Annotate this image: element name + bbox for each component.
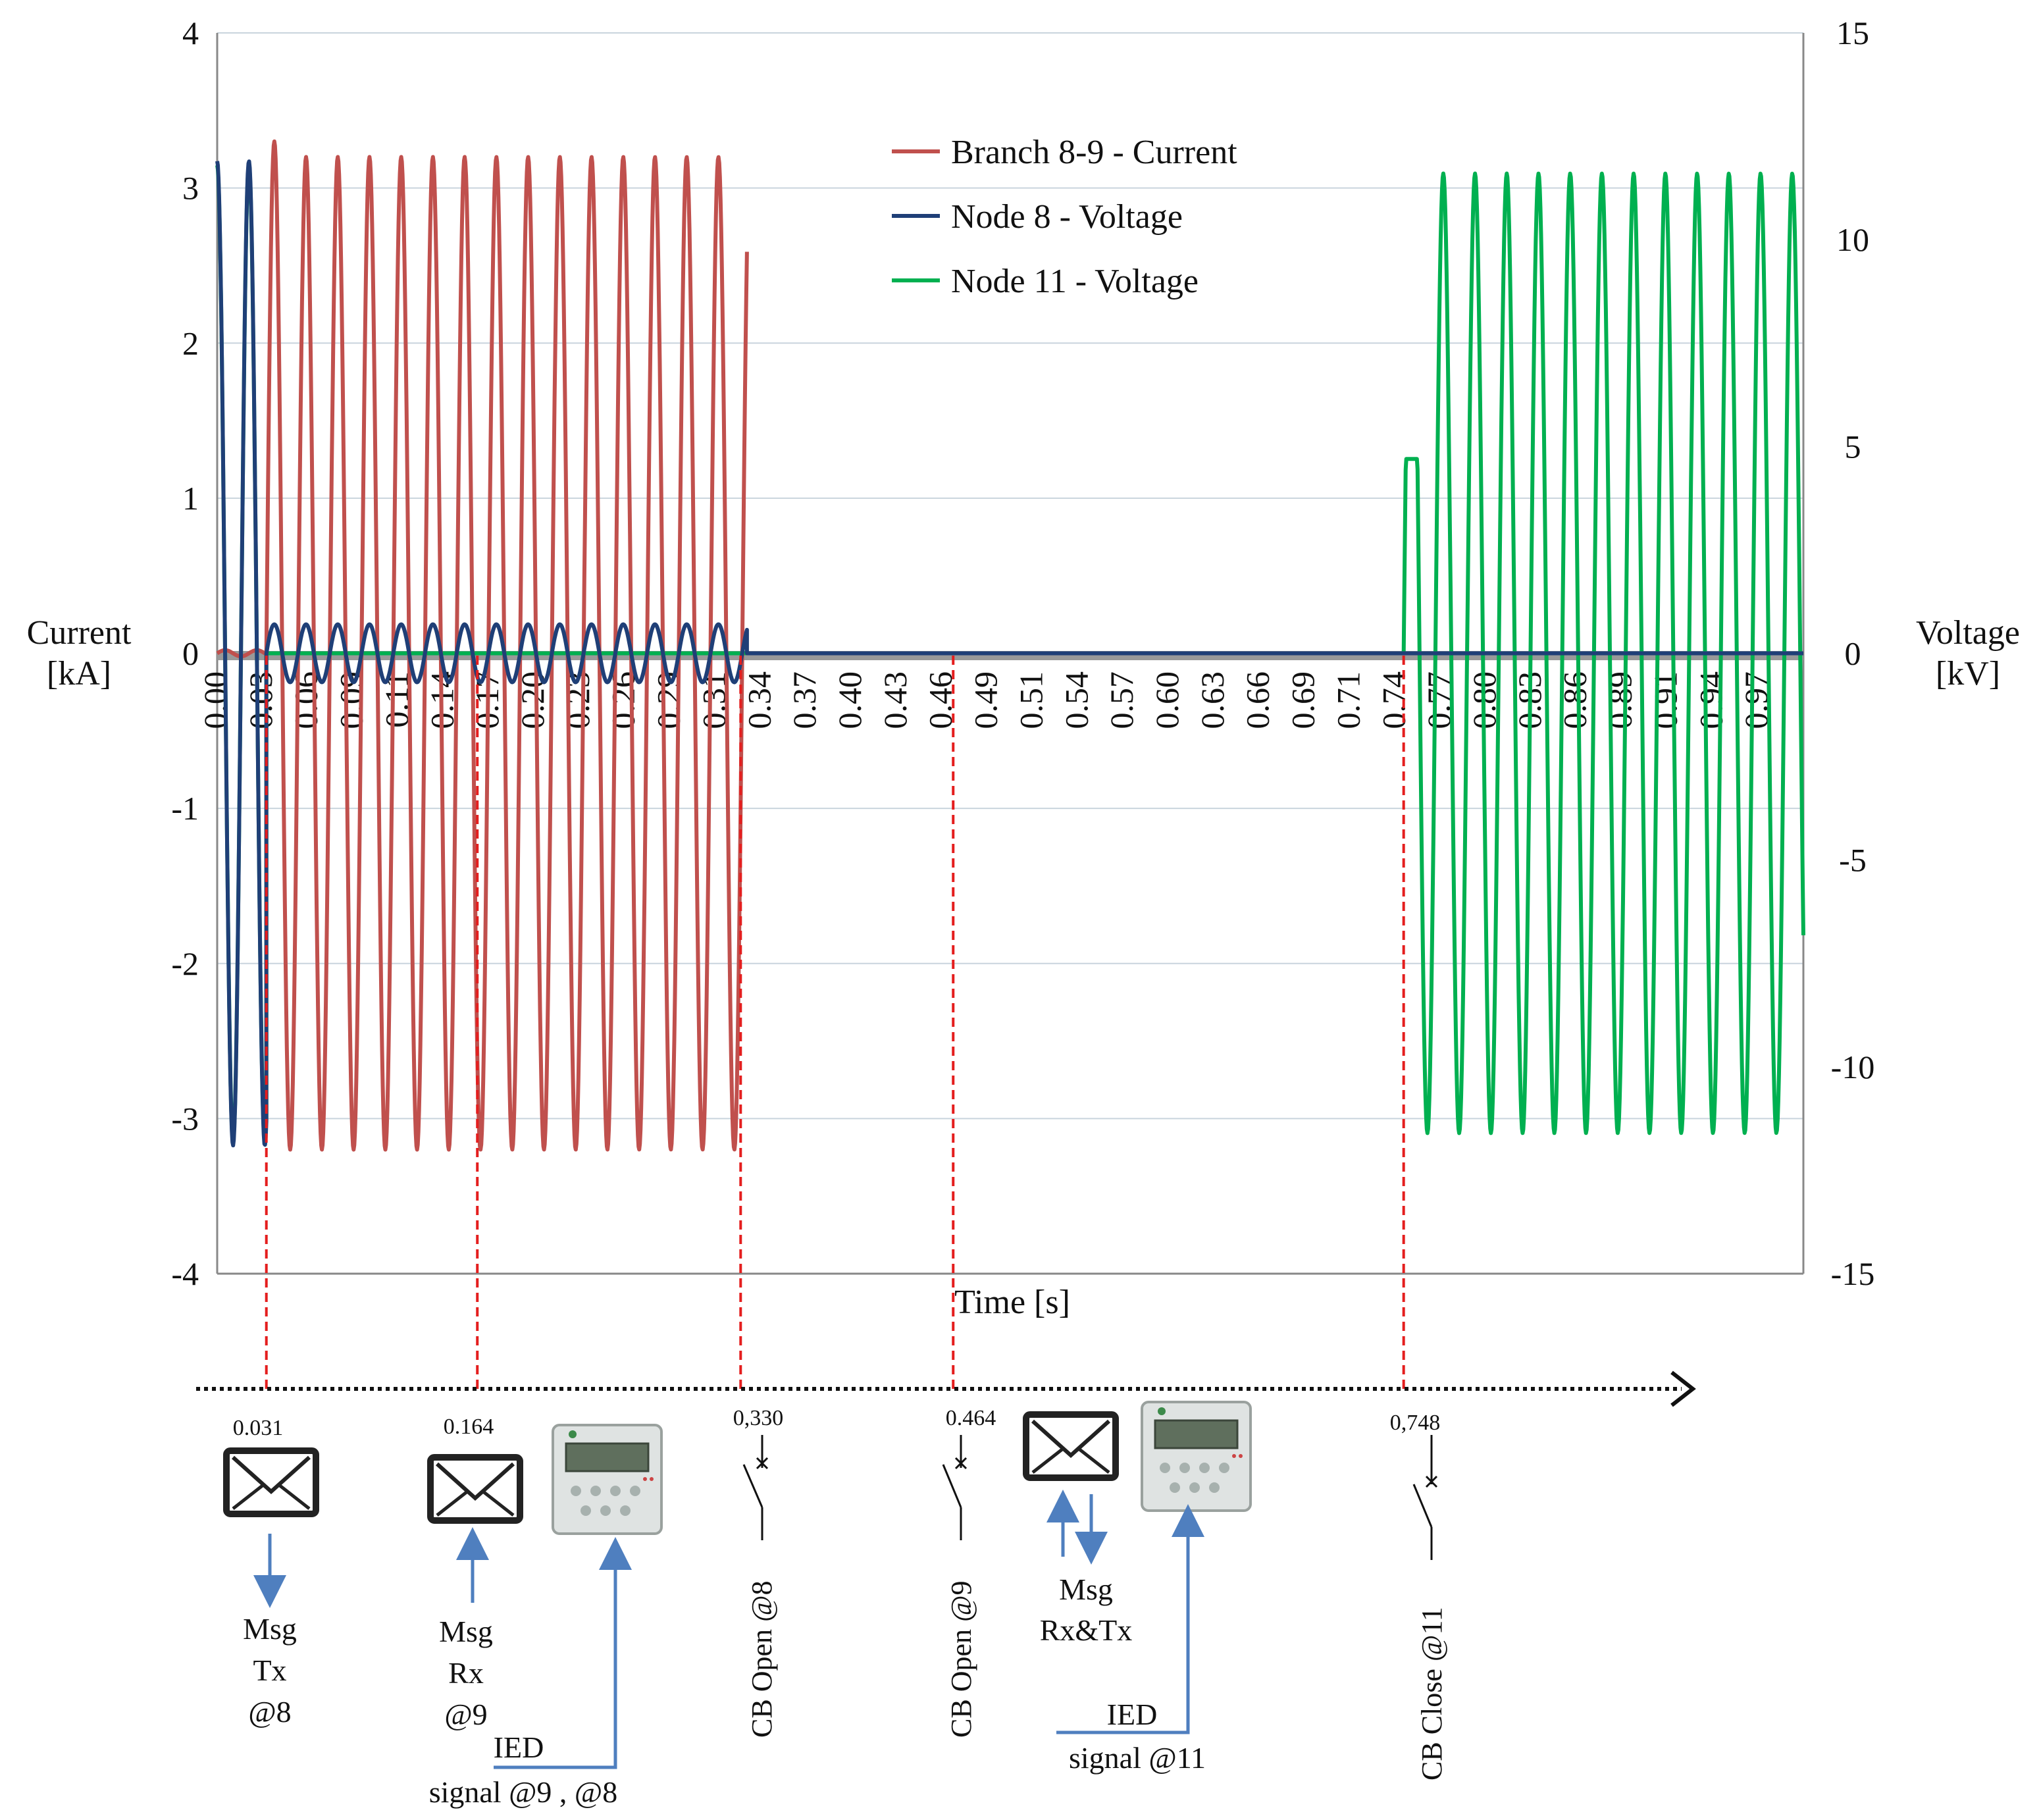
x-tick-labels: 0.00 0.03 0.06 0.09 0.11 0.14 0.17 0.20 0.23 0.26… — [197, 671, 1774, 729]
right-axis-title-line2: [kV] — [1936, 655, 2000, 692]
x-tick-label: 0.40 — [831, 671, 868, 729]
right-tick-label: -5 — [1839, 842, 1867, 879]
legend: Branch 8-9 - Current Node 8 - Voltage No… — [892, 134, 1237, 300]
msg-rx-label-3: @9 — [444, 1698, 487, 1731]
cb-open-9-label: CB Open @9 — [945, 1580, 977, 1738]
x-tick-label: 0.37 — [786, 671, 823, 729]
envelope-icon — [1023, 1411, 1119, 1481]
left-tick-label: 0 — [182, 635, 199, 672]
circuit-breaker-icon — [742, 1435, 769, 1540]
ied-signal-label-1: IED — [494, 1730, 544, 1764]
x-tick-label: 0.34 — [740, 671, 777, 729]
timeline-arrow — [196, 1370, 1696, 1407]
left-tick-label: -3 — [171, 1100, 199, 1137]
left-tick-labels: 4 3 2 1 0 -1 -2 -3 -4 — [171, 14, 199, 1292]
legend-label-node8: Node 8 - Voltage — [951, 198, 1183, 236]
series-node-8-voltage — [215, 159, 1805, 1148]
left-tick-label: -4 — [171, 1255, 199, 1292]
msg-rx-label-2: Rx — [448, 1656, 484, 1690]
legend-label-node11: Node 11 - Voltage — [951, 263, 1199, 300]
x-tick-label: 0.69 — [1285, 671, 1322, 729]
msg-tx-label-2: Tx — [253, 1653, 286, 1687]
right-tick-label: 5 — [1845, 428, 1861, 465]
x-tick-label: 0.74 — [1375, 671, 1412, 729]
timeline-arrowhead-icon — [1670, 1370, 1696, 1407]
circuit-breaker-icon — [1412, 1435, 1438, 1560]
left-tick-label: 3 — [182, 170, 199, 207]
left-tick-label: 4 — [182, 14, 199, 51]
cb-close-11-label: CB Close @11 — [1416, 1607, 1448, 1781]
event-time-3: 0,330 — [733, 1406, 784, 1430]
right-tick-label: -15 — [1831, 1255, 1875, 1292]
right-tick-label: 15 — [1836, 14, 1869, 51]
envelope-icon — [427, 1454, 523, 1524]
x-tick-label: 0.49 — [968, 671, 1004, 729]
circuit-breaker-icon — [942, 1435, 968, 1540]
msg-rxtx-label-2: Rx&Tx — [1040, 1613, 1133, 1647]
ied-signal-label-2: signal @9 , @8 — [429, 1775, 618, 1809]
event-time-5: 0,748 — [1390, 1411, 1441, 1435]
cb-open-8-label: CB Open @8 — [746, 1580, 778, 1738]
x-tick-label: 0.54 — [1058, 671, 1095, 729]
x-tick-label: 0.63 — [1194, 671, 1231, 729]
ied-signal-11-label-1: IED — [1107, 1698, 1158, 1731]
right-tick-label: -10 — [1831, 1049, 1875, 1085]
x-tick-label: 0.91 — [1647, 671, 1684, 729]
left-tick-label: 1 — [182, 480, 199, 517]
series-branch-8-9-current — [216, 139, 749, 1152]
legend-label-current: Branch 8-9 - Current — [951, 134, 1237, 171]
envelope-icon — [223, 1447, 319, 1517]
x-tick-label: 0.89 — [1602, 671, 1639, 729]
msg-tx-label-3: @8 — [248, 1695, 291, 1729]
ied-signal-11-label-2: signal @11 — [1069, 1741, 1206, 1775]
msg-rxtx-label-1: Msg — [1059, 1573, 1113, 1606]
x-tick-label: 0.60 — [1149, 671, 1185, 729]
x-tick-label: 0.94 — [1692, 671, 1729, 729]
event-time-1: 0.031 — [233, 1416, 284, 1440]
x-tick-label: 0.57 — [1103, 671, 1140, 729]
left-axis-title-line1: Current — [27, 614, 132, 652]
left-axis-title-line2: [kA] — [47, 655, 111, 692]
ied-device-icon — [1141, 1401, 1252, 1512]
event-time-2: 0.164 — [444, 1415, 494, 1439]
message-arrows — [253, 1490, 1204, 1769]
left-tick-label: -2 — [171, 945, 199, 982]
x-tick-label: 0.00 — [197, 671, 234, 729]
x-tick-label: 0.03 — [242, 671, 279, 729]
ied-signal-arrow-icon — [494, 1537, 632, 1769]
series-layer — [215, 139, 1805, 1152]
right-tick-labels: 15 10 5 0 -5 -10 -15 — [1831, 14, 1875, 1292]
msg-rx-label-1: Msg — [439, 1615, 493, 1648]
x-tick-label: 0.43 — [877, 671, 914, 729]
msg-tx-label-1: Msg — [243, 1612, 297, 1646]
x-axis-title: Time [s] — [954, 1284, 1070, 1321]
left-tick-label: 2 — [182, 325, 199, 361]
ied-device-icon — [552, 1424, 663, 1535]
left-tick-label: -1 — [171, 790, 199, 827]
x-tick-label: 0.71 — [1329, 671, 1366, 729]
ied-signal-arrow-icon — [1056, 1504, 1204, 1734]
x-tick-label: 0.51 — [1012, 671, 1049, 729]
right-axis-title-line1: Voltage — [1916, 614, 2020, 652]
event-time-4: 0.464 — [946, 1406, 996, 1430]
right-tick-label: 0 — [1845, 635, 1861, 672]
event-lines — [265, 656, 1405, 1389]
x-tick-label: 0.66 — [1239, 671, 1276, 729]
right-tick-label: 10 — [1836, 221, 1869, 258]
